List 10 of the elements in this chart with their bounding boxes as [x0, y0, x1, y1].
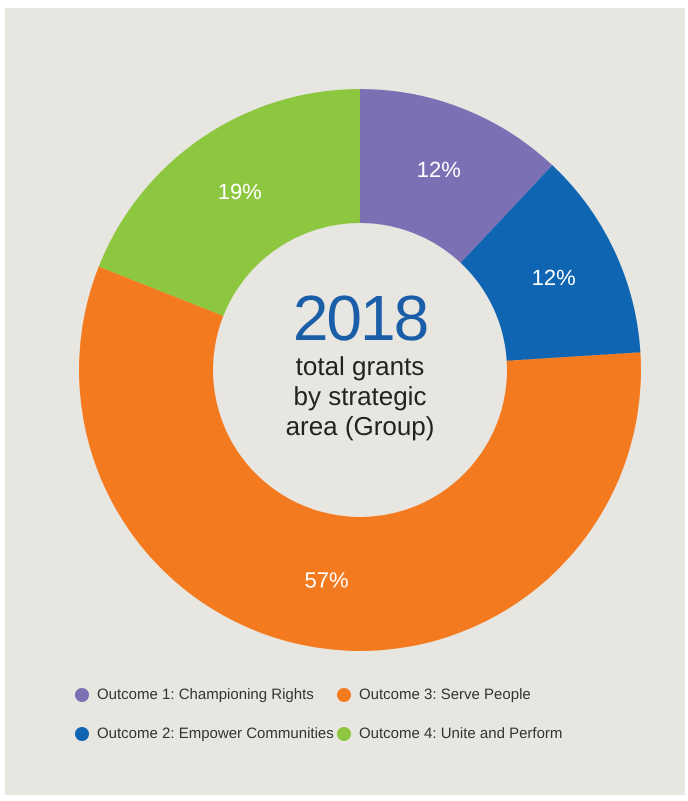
legend-label: Outcome 1: Championing Rights: [97, 686, 314, 703]
legend-label: Outcome 2: Empower Communities: [97, 725, 334, 742]
data-label: 12%: [416, 157, 461, 182]
data-label: 19%: [218, 179, 262, 204]
text: total grants by strategic area (Group): [285, 351, 435, 441]
legend-label: Outcome 4: Unite and Perform: [359, 725, 562, 742]
data-label: 12%: [532, 264, 576, 290]
legend-label: Outcome 3: Serve People: [359, 686, 531, 703]
data-label: 57%: [304, 567, 349, 592]
text: 2018: [292, 282, 428, 354]
